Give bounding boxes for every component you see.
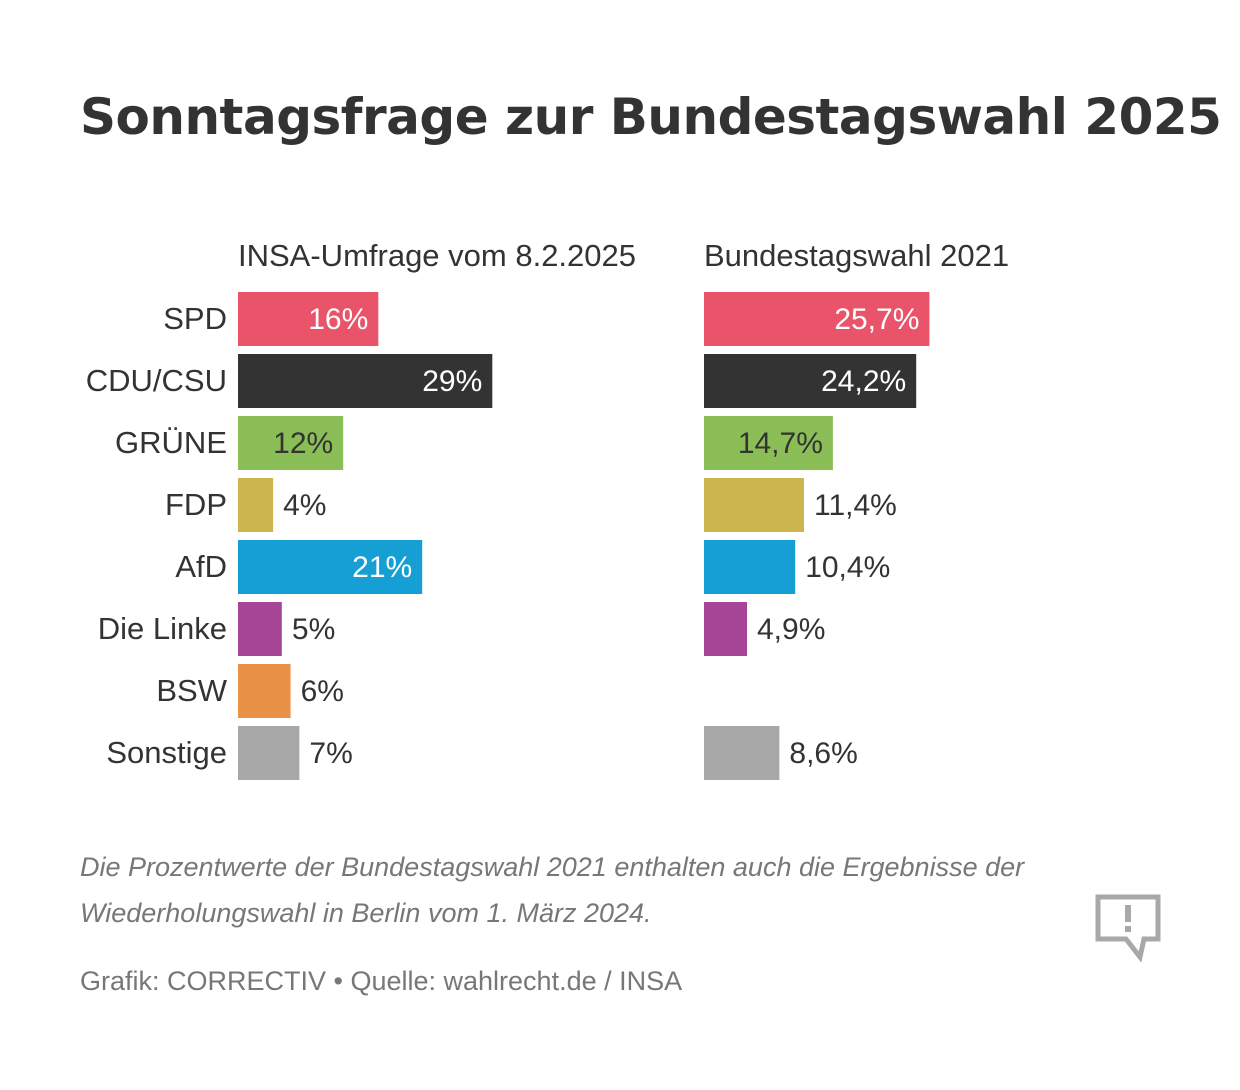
bar-s2-6 xyxy=(704,602,747,656)
value-label-s2-1: 25,7% xyxy=(834,303,919,336)
source-line: Grafik: CORRECTIV • Quelle: wahlrecht.de… xyxy=(80,966,683,996)
bar-s1-6 xyxy=(238,602,282,656)
category-label-6: Die Linke xyxy=(98,611,227,646)
value-label-s1-3: 12% xyxy=(273,427,333,460)
bar-s1-8 xyxy=(238,726,300,780)
value-label-s1-6: 5% xyxy=(292,613,335,646)
bar-s2-3 xyxy=(704,416,833,470)
value-label-s1-7: 6% xyxy=(301,675,344,708)
category-label-5: AfD xyxy=(175,549,227,584)
value-labels: 16% 29% 12% 4% 21% 5% 6% 7% 25,7% 24,2% 14,7% 11,4%… xyxy=(273,303,919,770)
value-label-s2-2: 24,2% xyxy=(821,365,906,398)
category-label-1: SPD xyxy=(163,301,227,336)
category-label-8: Sonstige xyxy=(106,735,227,770)
bar-s1-2 xyxy=(238,354,493,408)
bar-s1-5 xyxy=(238,540,423,594)
category-label-4: FDP xyxy=(165,487,227,522)
bar-s1-7 xyxy=(238,664,291,718)
category-label-3: GRÜNE xyxy=(115,425,227,460)
bars xyxy=(238,292,930,780)
bar-s1-4 xyxy=(238,478,274,532)
value-label-s1-1: 16% xyxy=(308,303,368,336)
bar-s2-1 xyxy=(704,292,930,346)
category-label-7: BSW xyxy=(156,673,227,708)
bar-s1-1 xyxy=(238,292,379,346)
value-label-s1-5: 21% xyxy=(352,551,412,584)
bar-s2-8 xyxy=(704,726,780,780)
value-label-s1-8: 7% xyxy=(309,737,352,770)
value-label-s2-6: 4,9% xyxy=(757,613,825,646)
value-label-s1-4: 4% xyxy=(283,489,326,522)
value-label-s1-2: 29% xyxy=(422,365,482,398)
bar-chart: INSA-Umfrage vom 8.2.2025 Bundestagswahl … xyxy=(86,238,1009,780)
footnote: Die Prozentwerte der Bundestagswahl 2021… xyxy=(80,852,1025,928)
category-labels: SPD CDU/CSU GRÜNE FDP AfD Die Linke BSW Sonstig… xyxy=(86,301,228,770)
value-label-s2-3: 14,7% xyxy=(738,427,823,460)
series-title-2: Bundestagswahl 2021 xyxy=(704,238,1009,273)
bar-s2-2 xyxy=(704,354,917,408)
bar-s2-4 xyxy=(704,478,804,532)
value-label-s2-5: 10,4% xyxy=(805,551,890,584)
series-title-1: INSA-Umfrage vom 8.2.2025 xyxy=(238,238,636,273)
bar-s2-5 xyxy=(704,540,796,594)
column-titles: INSA-Umfrage vom 8.2.2025 Bundestagswahl … xyxy=(238,238,1009,273)
value-label-s2-8: 8,6% xyxy=(789,737,857,770)
bar-s1-3 xyxy=(238,416,344,470)
chart-title: Sonntagsfrage zur Bundestagswahl 2025 xyxy=(80,88,1222,146)
speech-bubble-exclamation-icon xyxy=(1095,894,1161,963)
value-label-s2-4: 11,4% xyxy=(814,489,897,522)
category-label-2: CDU/CSU xyxy=(86,363,227,398)
